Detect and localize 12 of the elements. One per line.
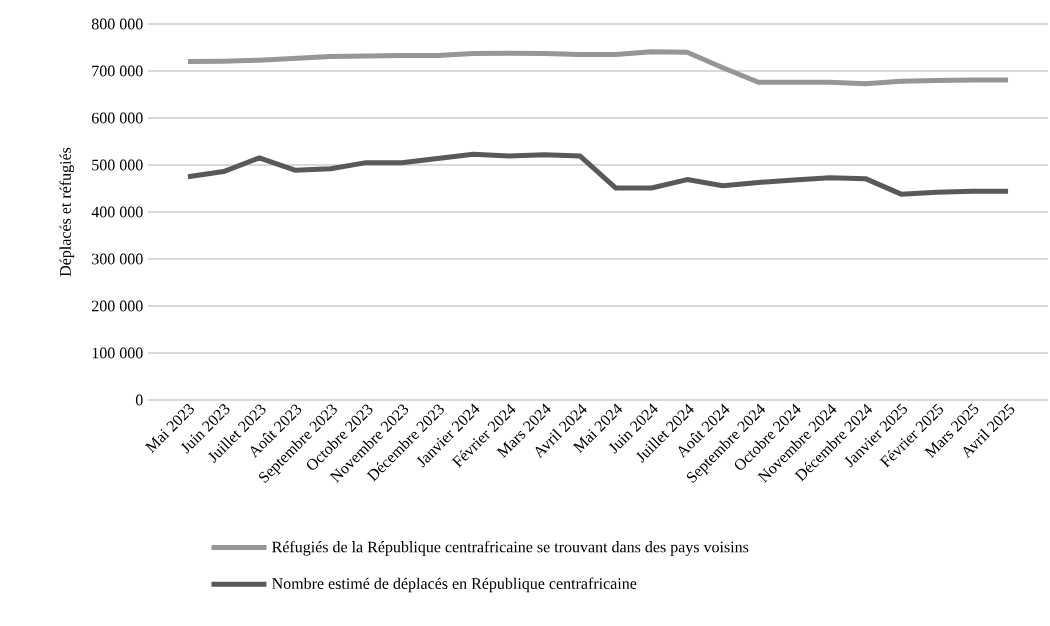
y-axis-title: Déplacés et réfugiés — [59, 147, 75, 277]
y-tick-label: 600 000 — [91, 112, 143, 124]
legend-label: Réfugiés de la République centrafricaine se trouvant dans des pays voisins — [272, 540, 749, 556]
y-tick-label: 400 000 — [91, 206, 143, 218]
y-tick-label: 300 000 — [92, 253, 143, 265]
y-tick-label: 200 000 — [92, 300, 143, 312]
y-tick-label: 700 000 — [92, 65, 143, 77]
y-tick-label: 500 000 — [92, 159, 143, 171]
y-tick-label: 100 000 — [92, 347, 143, 359]
y-tick-label: 0 — [135, 394, 143, 406]
legend-label: Nombre estimé de déplacés en République centrafricaine — [272, 577, 637, 593]
y-tick-label: 800 000 — [91, 18, 143, 30]
